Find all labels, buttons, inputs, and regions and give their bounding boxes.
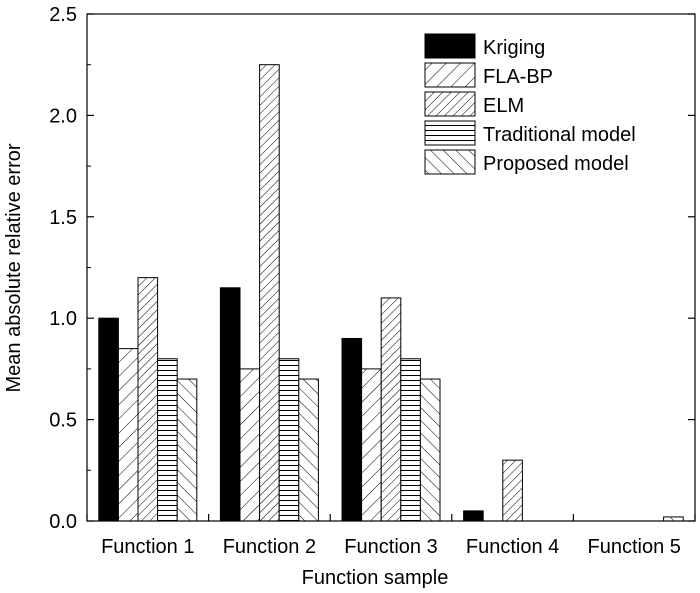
bar-traditional-model-function-2 bbox=[278, 358, 300, 522]
legend-swatch-elm bbox=[424, 91, 476, 117]
bar-kriging-function-3 bbox=[341, 337, 363, 522]
legend-label-kriging: Kriging bbox=[483, 37, 545, 59]
legend-swatch-fla-bp bbox=[424, 62, 476, 88]
y-tick-label: 0.0 bbox=[49, 511, 77, 533]
x-tick-label: Function 3 bbox=[344, 536, 437, 558]
y-tick-label: 2.5 bbox=[49, 4, 77, 26]
bar-traditional-model-function-3 bbox=[400, 358, 421, 522]
bar-fla-bp-function-2 bbox=[239, 368, 261, 522]
x-tick-label: Function 5 bbox=[588, 536, 681, 558]
x-tick-label: Function 1 bbox=[101, 536, 194, 558]
y-tick-label: 2.0 bbox=[49, 105, 77, 127]
x-tick-label: Function 4 bbox=[466, 536, 559, 558]
y-axis-label: Mean absolute relative error bbox=[3, 143, 25, 392]
bar-fla-bp-function-3 bbox=[361, 368, 382, 522]
x-tick-label: Function 2 bbox=[223, 536, 316, 558]
legend-swatch-kriging bbox=[424, 33, 476, 59]
legend-label-elm: ELM bbox=[483, 95, 524, 117]
bar-elm-function-2 bbox=[259, 64, 280, 522]
bar-fla-bp-function-1 bbox=[117, 348, 139, 522]
bar-kriging-function-4 bbox=[463, 510, 484, 522]
bar-kriging-function-1 bbox=[98, 317, 119, 522]
bar-kriging-function-2 bbox=[219, 287, 241, 522]
legend-label-traditional-model: Traditional model bbox=[483, 124, 636, 146]
y-tick-label: 1.0 bbox=[49, 308, 77, 330]
y-tick-label: 1.5 bbox=[49, 207, 77, 229]
bar-proposed-model-function-1 bbox=[176, 378, 198, 522]
bars-group bbox=[98, 64, 684, 522]
bar-elm-function-3 bbox=[380, 297, 402, 522]
bar-traditional-model-function-1 bbox=[157, 358, 178, 522]
legend: Kriging FLA-BP ELM Traditional model Propose… bbox=[424, 33, 636, 175]
bar-proposed-model-function-5 bbox=[663, 516, 684, 522]
y-tick-label: 0.5 bbox=[49, 410, 77, 432]
bar-proposed-model-function-2 bbox=[298, 378, 319, 522]
bar-proposed-model-function-3 bbox=[419, 378, 441, 522]
x-axis-label: Function sample bbox=[302, 567, 449, 589]
legend-label-proposed-model: Proposed model bbox=[483, 153, 629, 175]
legend-swatch-traditional-model bbox=[424, 120, 476, 146]
axes-group: 0.0 0.5 1.0 1.5 2.0 2.5 Function 1 Function 2 Fu… bbox=[49, 4, 696, 558]
bar-elm-function-1 bbox=[137, 277, 159, 522]
legend-swatch-proposed-model bbox=[424, 149, 476, 175]
legend-label-fla-bp: FLA-BP bbox=[483, 66, 553, 88]
bar-elm-function-4 bbox=[502, 459, 523, 522]
